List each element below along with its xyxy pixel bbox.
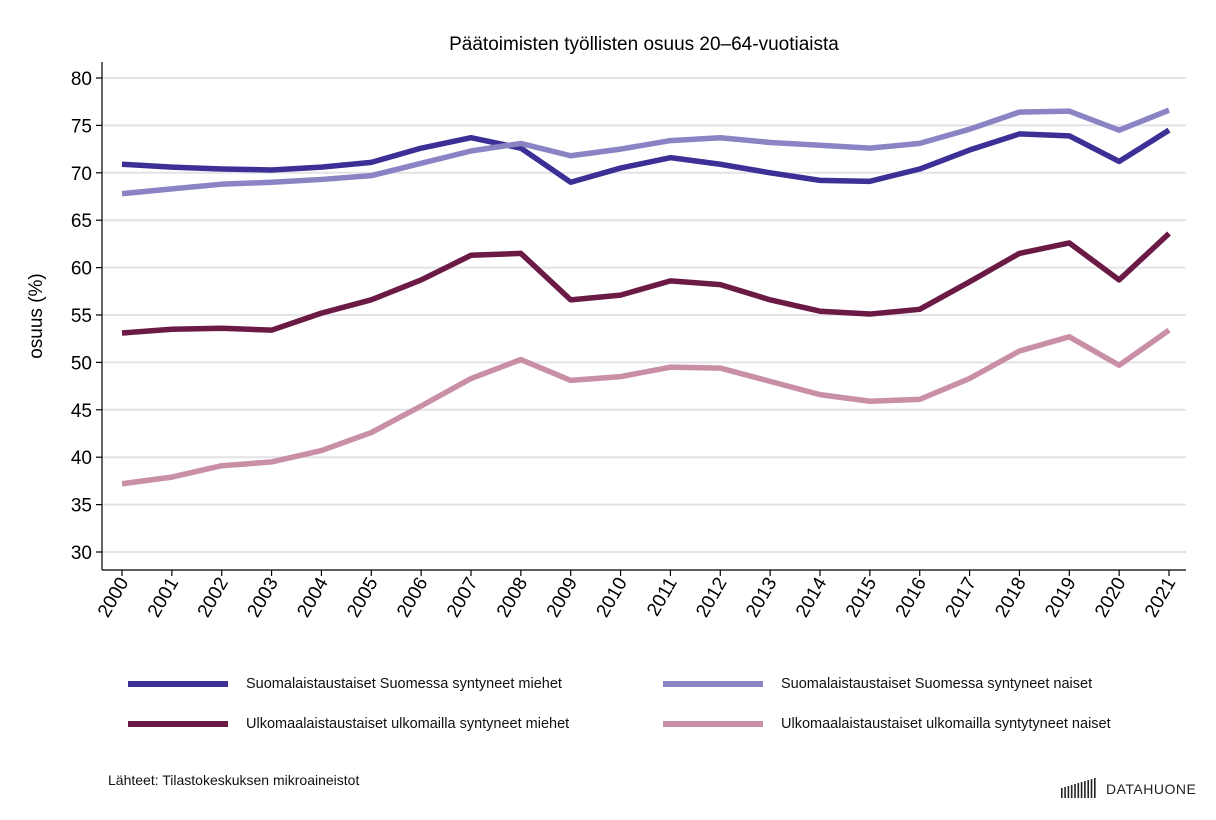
- legend-swatch: [128, 721, 228, 727]
- x-tick-label: 2000: [94, 574, 133, 621]
- y-tick-label: 60: [71, 259, 92, 280]
- x-tick-label: 2006: [393, 574, 432, 621]
- legend-label: Ulkomaalaistaustaiset ulkomailla syntyty…: [781, 716, 1111, 732]
- legend-swatch: [128, 681, 228, 687]
- x-tick-label: 2012: [692, 574, 731, 621]
- legend-label: Ulkomaalaistaustaiset ulkomailla syntyne…: [246, 716, 570, 732]
- source-note: Lähteet: Tilastokeskuksen mikroaineistot: [108, 772, 360, 788]
- logo-bar: [1077, 783, 1080, 798]
- logo-text: DATAHUONE: [1106, 781, 1197, 797]
- series-line-3: [121, 231, 1171, 336]
- legend-item: Suomalaistaustaiset Suomessa syntyneet m…: [128, 676, 562, 692]
- x-tick-label: 2009: [543, 574, 582, 621]
- x-tick-label: 2001: [144, 574, 183, 621]
- x-tick-label: 2013: [742, 574, 781, 621]
- datahuone-logo: DATAHUONE: [1060, 778, 1196, 800]
- x-tick-label: 2008: [493, 574, 532, 621]
- y-tick-label: 45: [71, 401, 92, 422]
- x-tick-label: 2005: [343, 574, 382, 621]
- logo-bar: [1084, 781, 1086, 798]
- y-tick-label: 40: [71, 448, 92, 469]
- y-tick-label: 75: [71, 116, 92, 137]
- logo-bar: [1064, 787, 1066, 798]
- legend-swatch: [663, 721, 763, 727]
- x-tick-label: 2019: [1041, 574, 1080, 621]
- x-tick-label: 2011: [643, 574, 682, 620]
- x-tick-label: 2017: [942, 574, 981, 621]
- legend-item: Ulkomaalaistaustaiset ulkomailla syntyty…: [663, 716, 1111, 732]
- y-tick-label: 50: [71, 353, 92, 374]
- logo-bar: [1080, 782, 1083, 798]
- y-tick-label: 55: [71, 306, 92, 327]
- x-tick-label: 2021: [1141, 574, 1180, 621]
- series-line-2: [121, 107, 1171, 197]
- logo-bar: [1094, 778, 1096, 798]
- x-tick-label: 2016: [892, 574, 931, 621]
- logo-bar: [1070, 785, 1073, 798]
- logo-bar: [1074, 784, 1076, 798]
- x-tick-label: 2020: [1091, 574, 1130, 621]
- y-tick-label: 65: [71, 211, 92, 232]
- y-tick-label: 80: [71, 69, 92, 90]
- y-tick-label: 70: [71, 164, 92, 185]
- chart-title: Päätoimisten työllisten osuus 20–64-vuot…: [449, 34, 839, 55]
- x-tick-label: 2015: [842, 574, 881, 621]
- legend-label: Suomalaistaustaiset Suomessa syntyneet n…: [781, 676, 1093, 692]
- line-chart: Päätoimisten työllisten osuus 20–64-vuot…: [26, 34, 1186, 621]
- x-tick-label: 2018: [991, 574, 1030, 621]
- logo-bar: [1061, 788, 1063, 798]
- legend-label: Suomalaistaustaiset Suomessa syntyneet m…: [246, 676, 562, 692]
- legend-swatch: [663, 681, 763, 687]
- x-tick-label: 2014: [792, 574, 832, 621]
- logo-bar: [1090, 779, 1093, 798]
- legend-item: Ulkomaalaistaustaiset ulkomailla syntyne…: [128, 716, 569, 732]
- x-tick-label: 2002: [194, 574, 233, 621]
- barcode-logo-icon: [1061, 778, 1096, 798]
- logo-bar: [1087, 780, 1089, 798]
- x-tick-label: 2010: [593, 574, 632, 621]
- legend-item: Suomalaistaustaiset Suomessa syntyneet n…: [663, 676, 1092, 692]
- y-axis-label: osuus (%): [26, 273, 47, 359]
- series-line-4: [121, 327, 1171, 487]
- series-line-1: [121, 127, 1171, 186]
- y-tick-label: 30: [71, 543, 92, 564]
- x-tick-label: 2004: [293, 574, 333, 621]
- logo-bar: [1067, 786, 1070, 798]
- y-tick-label: 35: [71, 496, 92, 517]
- x-tick-label: 2007: [443, 574, 482, 621]
- x-tick-label: 2003: [244, 574, 283, 621]
